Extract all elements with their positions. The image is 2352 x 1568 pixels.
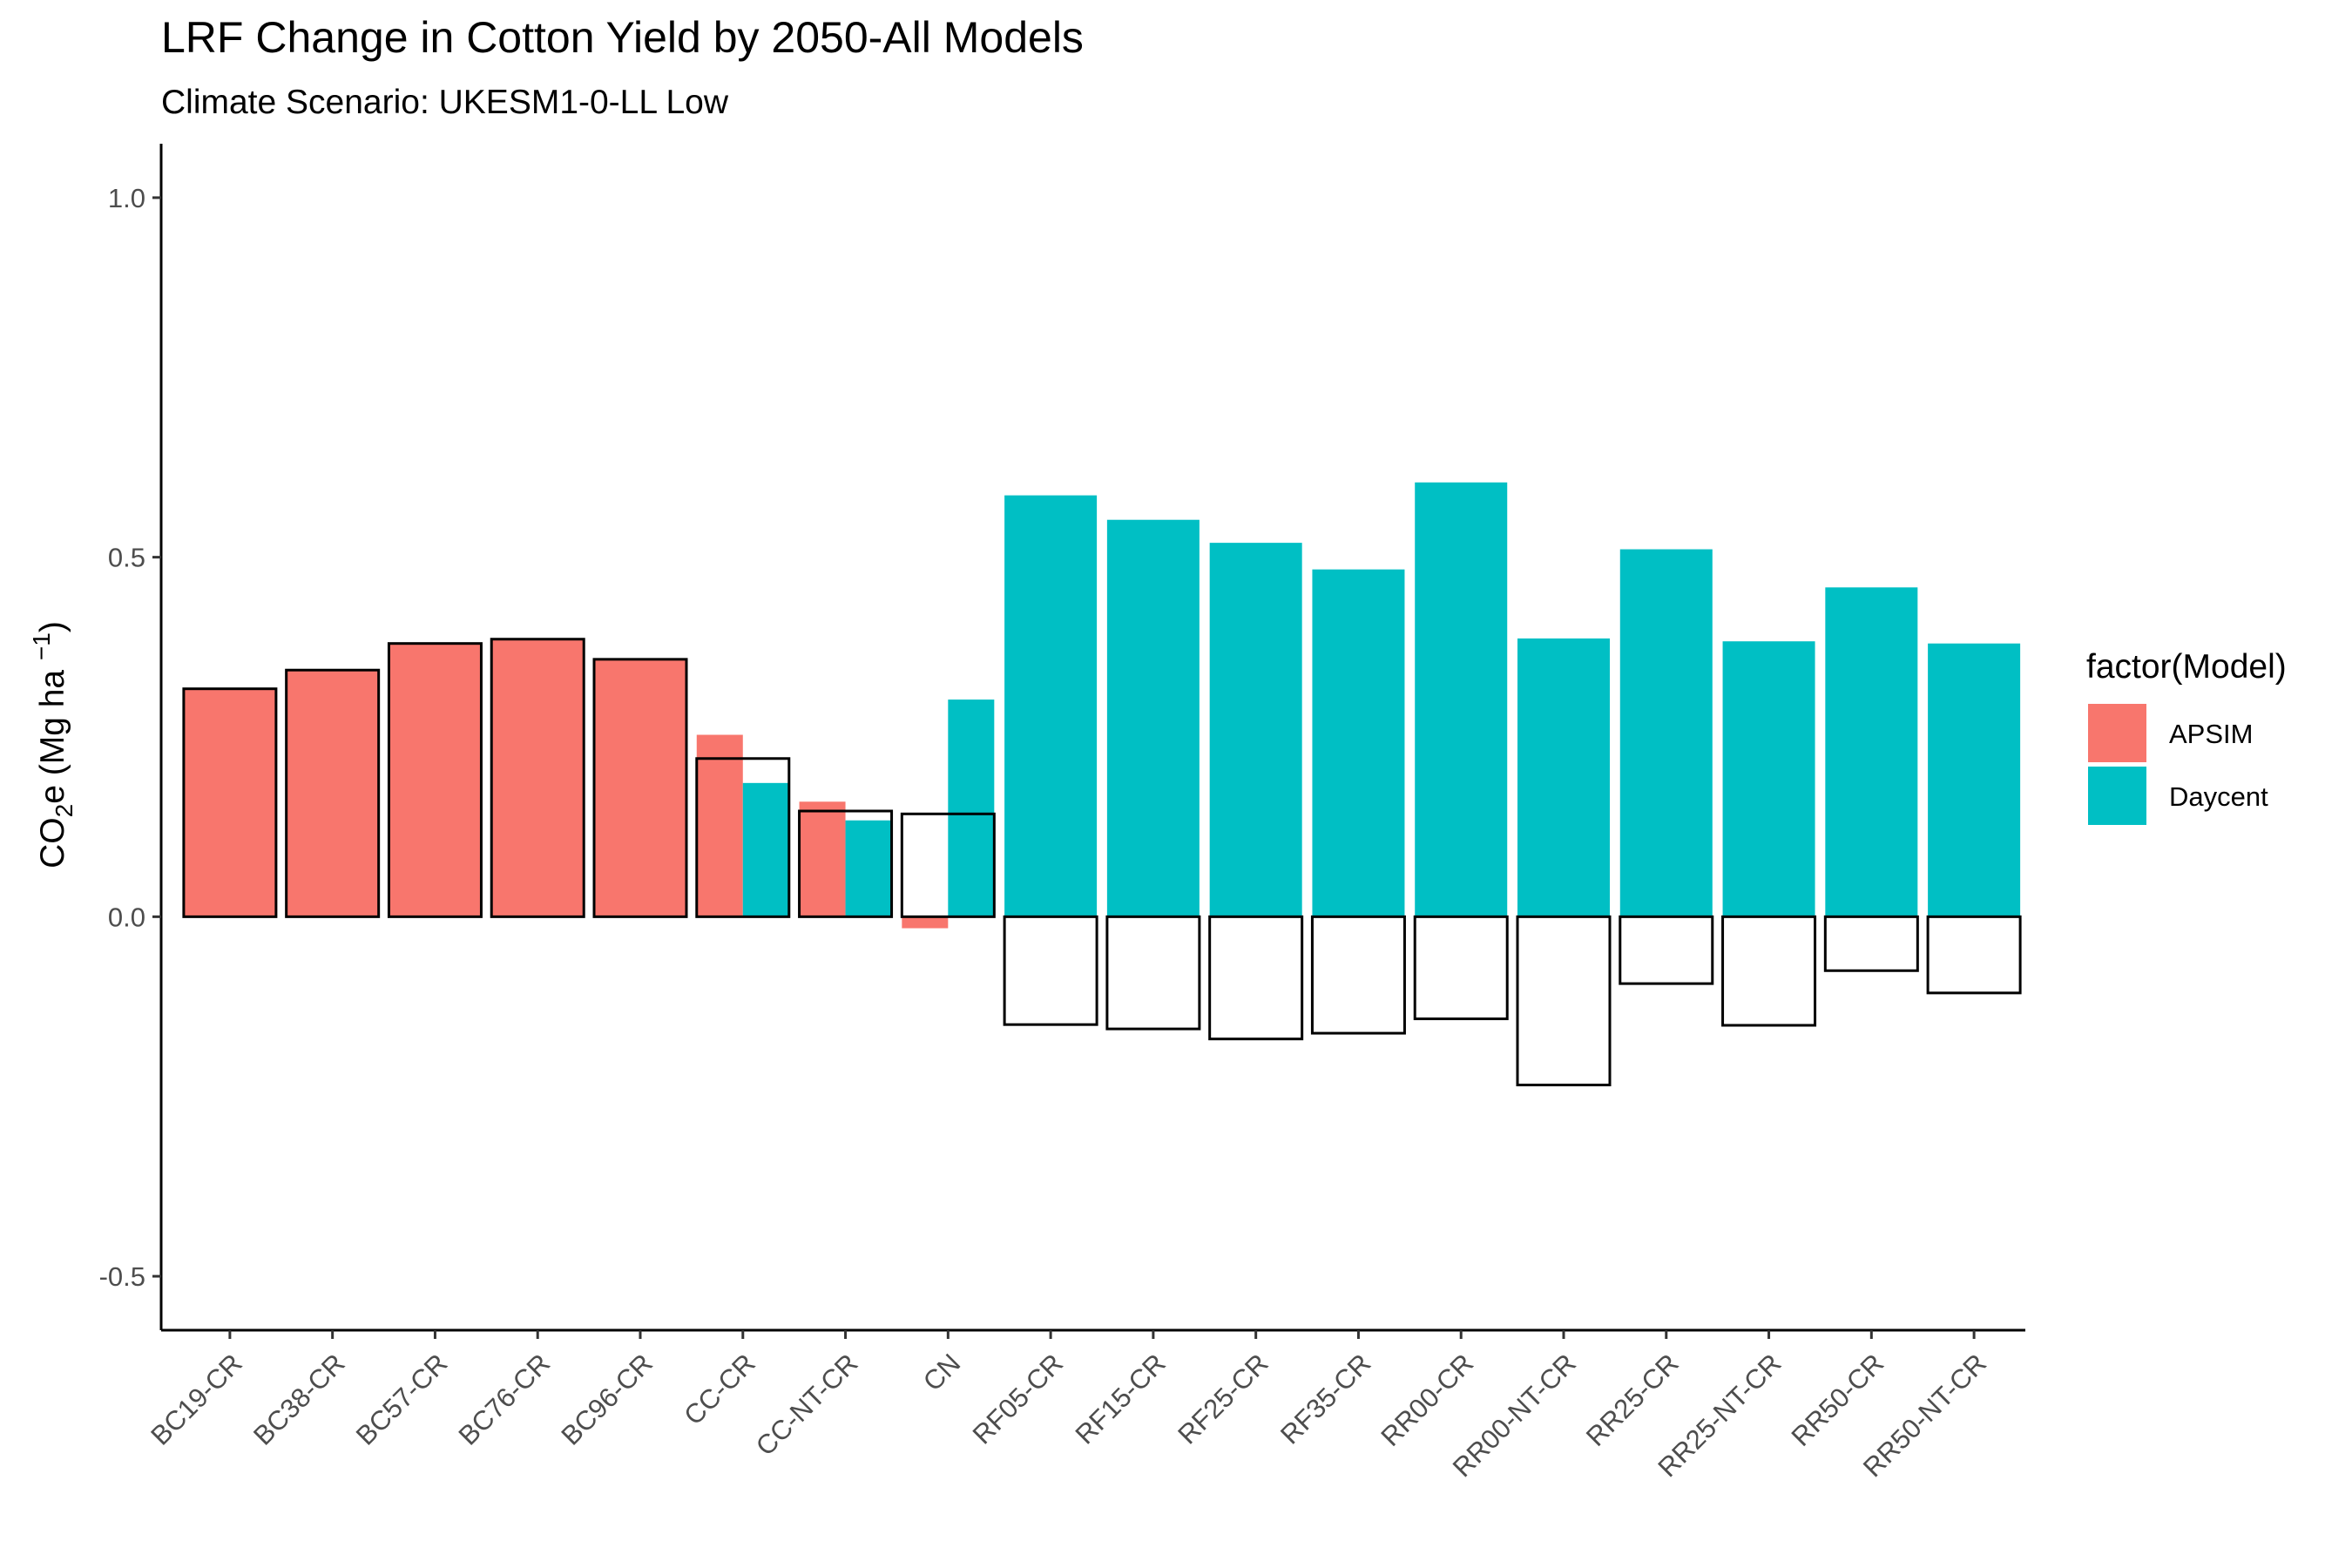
- outline-bar-rr00-nt-cr: [1516, 915, 1612, 1087]
- outline-bar-cc-cr: [695, 757, 791, 918]
- bar-apsim-cn: [902, 916, 949, 929]
- legend-label-apsim: APSIM: [2169, 719, 2253, 749]
- y-tick-label: 0.5: [108, 543, 145, 573]
- plot-area: -0.5 0.0 0.5 1.0 BC19-CR BC38-CR BC57-CR BC76-C…: [99, 144, 2025, 1483]
- x-tick-label: BC57-CR: [350, 1348, 454, 1451]
- outline-bar-bc96-cr: [592, 658, 688, 918]
- bar-daycent-rr50-cr: [1825, 587, 1918, 917]
- outline-bar-rr50-cr: [1823, 915, 1919, 972]
- outline-bar-bc38-cr: [285, 668, 381, 918]
- bar-daycent-rf35-cr: [1312, 569, 1405, 917]
- x-tick-label: CC-CR: [678, 1348, 760, 1430]
- bar-daycent-rr25-nt-cr: [1722, 641, 1815, 917]
- outline-bar-rf15-cr: [1105, 915, 1201, 1031]
- outline-bar-bc57-cr: [387, 642, 483, 918]
- outline-bar-bc19-cr: [182, 687, 278, 918]
- x-tick-label: CN: [917, 1348, 966, 1396]
- y-tick-label: -0.5: [99, 1261, 145, 1292]
- bar-apsim-bc57-cr: [389, 643, 482, 917]
- bar-daycent-cc-nt-cr: [845, 820, 892, 917]
- legend: factor(Model) APSIM Daycent: [2086, 648, 2287, 825]
- bar-daycent-rr50-nt-cr: [1928, 643, 2021, 917]
- outline-bar-rf05-cr: [1003, 915, 1098, 1026]
- chart-subtitle: Climate Scenario: UKESM1-0-LL Low: [161, 84, 729, 121]
- bar-apsim-bc96-cr: [594, 659, 686, 917]
- outline-bar-rr00-cr: [1413, 915, 1509, 1021]
- y-tick-label: 1.0: [108, 183, 145, 213]
- outline-bar-cn: [900, 812, 996, 918]
- outline-bar-rf35-cr: [1310, 915, 1406, 1035]
- bar-apsim-bc19-cr: [183, 688, 276, 917]
- bar-daycent-cn: [948, 700, 995, 917]
- x-tick-label: RF25-CR: [1172, 1348, 1274, 1450]
- x-tick-label: RR50-CR: [1786, 1348, 1890, 1452]
- outline-bar-cc-nt-cr: [798, 809, 894, 918]
- bar-daycent-rf25-cr: [1209, 543, 1302, 917]
- bar-daycent-rr00-cr: [1415, 482, 1508, 917]
- x-tick-label: RF35-CR: [1274, 1348, 1376, 1450]
- outline-bar-rf25-cr: [1208, 915, 1304, 1041]
- x-tick-label: BC76-CR: [453, 1348, 557, 1451]
- outline-bar-bc76-cr: [490, 638, 585, 918]
- x-tick-label: CC-NT-CR: [750, 1348, 864, 1462]
- x-tick-label: RF05-CR: [967, 1348, 1069, 1450]
- legend-key-apsim: [2088, 704, 2146, 762]
- outline-bar-rr50-nt-cr: [1926, 915, 2022, 995]
- y-axis-label: CO2e (Mg ha −1): [28, 621, 78, 868]
- bar-daycent-rf05-cr: [1004, 495, 1098, 917]
- bar-daycent-rr00-nt-cr: [1517, 638, 1610, 917]
- legend-title: factor(Model): [2086, 648, 2287, 686]
- bar-daycent-rr25-cr: [1619, 549, 1713, 917]
- bar-apsim-cc-nt-cr: [799, 801, 846, 917]
- x-tick-label: BC38-CR: [247, 1348, 351, 1451]
- x-tick-label: BC19-CR: [145, 1348, 248, 1451]
- outline-bar-rr25-nt-cr: [1721, 915, 1817, 1027]
- chart-title: LRF Change in Cotton Yield by 2050-All M…: [161, 13, 1084, 62]
- legend-key-daycent: [2088, 767, 2146, 825]
- bar-apsim-cc-cr: [696, 734, 743, 917]
- bar-daycent-cc-cr: [742, 782, 789, 917]
- y-tick-label: 0.0: [108, 902, 145, 932]
- x-tick-label: BC96-CR: [555, 1348, 659, 1451]
- outline-bar-rr25-cr: [1619, 915, 1714, 985]
- x-tick-label: RF15-CR: [1070, 1348, 1172, 1450]
- x-tick-label: RR00-CR: [1375, 1348, 1479, 1452]
- x-tick-label: RR25-CR: [1580, 1348, 1685, 1452]
- bar-daycent-rf15-cr: [1106, 519, 1200, 917]
- bar-apsim-bc76-cr: [491, 639, 585, 917]
- bar-apsim-bc38-cr: [286, 670, 379, 917]
- legend-label-daycent: Daycent: [2169, 781, 2268, 812]
